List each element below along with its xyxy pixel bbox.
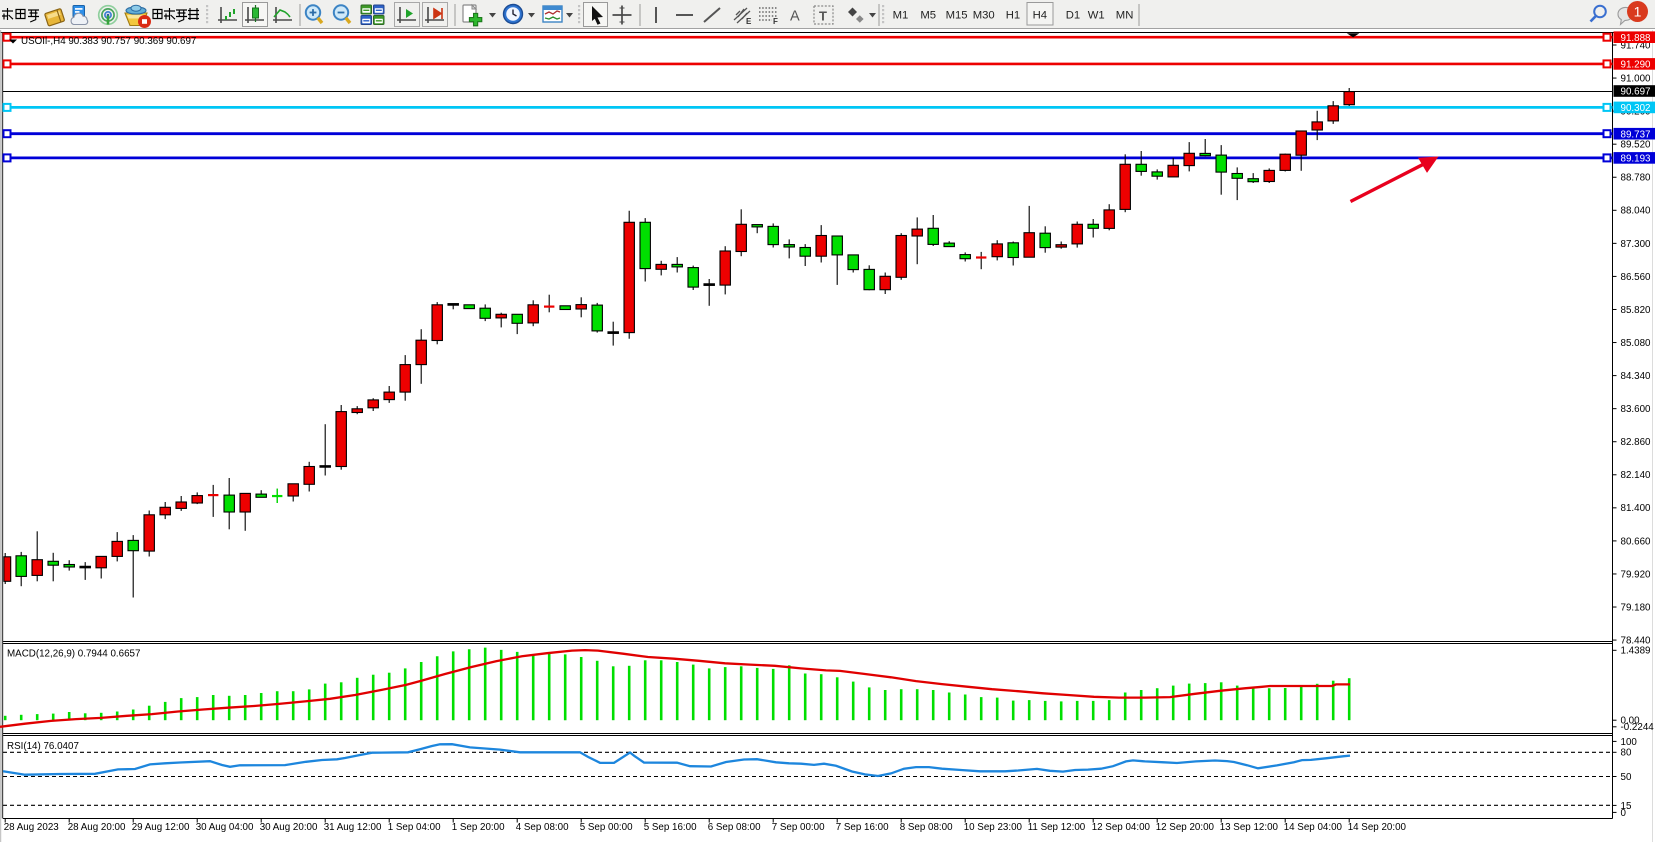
- svg-text:13 Sep 12:00: 13 Sep 12:00: [1220, 822, 1279, 833]
- svg-text:1 Sep 20:00: 1 Sep 20:00: [452, 822, 505, 833]
- svg-text:12 Sep 04:00: 12 Sep 04:00: [1092, 822, 1151, 833]
- svg-text:7 Sep 16:00: 7 Sep 16:00: [836, 822, 889, 833]
- svg-text:5 Sep 00:00: 5 Sep 00:00: [580, 822, 633, 833]
- svg-text:4 Sep 08:00: 4 Sep 08:00: [516, 822, 569, 833]
- svg-text:78.440: 78.440: [1621, 635, 1652, 646]
- svg-text:D1: D1: [1066, 10, 1080, 22]
- svg-text:M5: M5: [920, 10, 936, 22]
- svg-text:29 Aug 12:00: 29 Aug 12:00: [132, 822, 190, 833]
- svg-text:1.4389: 1.4389: [1621, 646, 1651, 657]
- svg-text:79.180: 79.180: [1621, 602, 1652, 613]
- svg-text:89.737: 89.737: [1621, 129, 1651, 140]
- svg-text:85.080: 85.080: [1621, 338, 1652, 349]
- svg-text:H1: H1: [1006, 10, 1020, 22]
- svg-text:MN: MN: [1116, 10, 1134, 22]
- svg-text:USOIl-,H4 90.383 90.757 90.36: USOIl-,H4 90.383 90.757 90.369 90.697: [21, 36, 196, 47]
- svg-text:30 Aug 04:00: 30 Aug 04:00: [196, 822, 254, 833]
- svg-text:12 Sep 20:00: 12 Sep 20:00: [1156, 822, 1215, 833]
- svg-text:A: A: [790, 9, 800, 25]
- svg-text:M30: M30: [973, 10, 995, 22]
- svg-text:87.300: 87.300: [1621, 239, 1652, 250]
- svg-text:RSI(14) 76.0407: RSI(14) 76.0407: [7, 741, 79, 752]
- svg-text:M1: M1: [893, 10, 909, 22]
- svg-text:31 Aug 12:00: 31 Aug 12:00: [324, 822, 382, 833]
- svg-text:90.697: 90.697: [1621, 87, 1651, 98]
- svg-text:86.560: 86.560: [1621, 272, 1652, 283]
- svg-text:28 Aug 20:00: 28 Aug 20:00: [68, 822, 126, 833]
- svg-text:79.920: 79.920: [1621, 569, 1652, 580]
- svg-text:28 Aug 2023: 28 Aug 2023: [4, 822, 60, 833]
- svg-text:14 Sep 20:00: 14 Sep 20:00: [1348, 822, 1407, 833]
- svg-text:100: 100: [1621, 737, 1638, 748]
- svg-text:6 Sep 08:00: 6 Sep 08:00: [708, 822, 761, 833]
- svg-text:0: 0: [1621, 808, 1627, 819]
- svg-text:14 Sep 04:00: 14 Sep 04:00: [1284, 822, 1343, 833]
- svg-text:91.000: 91.000: [1621, 73, 1652, 84]
- svg-text:91.290: 91.290: [1621, 60, 1652, 71]
- svg-text:83.600: 83.600: [1621, 404, 1652, 415]
- svg-text:89.193: 89.193: [1621, 154, 1652, 165]
- svg-text:91.740: 91.740: [1621, 40, 1652, 51]
- svg-text:H4: H4: [1033, 10, 1047, 22]
- svg-text:88.780: 88.780: [1621, 173, 1652, 184]
- svg-text:7 Sep 00:00: 7 Sep 00:00: [772, 822, 825, 833]
- svg-text:15: 15: [1621, 801, 1632, 812]
- svg-text:1 Sep 04:00: 1 Sep 04:00: [388, 822, 441, 833]
- svg-text:30 Aug 20:00: 30 Aug 20:00: [260, 822, 318, 833]
- svg-text:-0.2244: -0.2244: [1621, 722, 1655, 733]
- svg-text:8 Sep 08:00: 8 Sep 08:00: [900, 822, 953, 833]
- svg-text:T: T: [819, 9, 827, 24]
- svg-text:F: F: [773, 17, 778, 26]
- svg-text:M15: M15: [946, 10, 968, 22]
- svg-text:90.302: 90.302: [1621, 103, 1651, 114]
- svg-text:80.660: 80.660: [1621, 536, 1652, 547]
- svg-text:88.040: 88.040: [1621, 206, 1652, 217]
- svg-text:MACD(12,26,9) 0.7944 0.6657: MACD(12,26,9) 0.7944 0.6657: [7, 649, 140, 660]
- svg-text:82.860: 82.860: [1621, 437, 1652, 448]
- svg-text:10 Sep 23:00: 10 Sep 23:00: [964, 822, 1023, 833]
- svg-text:89.520: 89.520: [1621, 140, 1652, 151]
- svg-text:80: 80: [1621, 748, 1632, 759]
- svg-text:82.140: 82.140: [1621, 470, 1652, 481]
- svg-text:11 Sep 12:00: 11 Sep 12:00: [1028, 822, 1086, 833]
- svg-text:91.888: 91.888: [1621, 33, 1652, 44]
- svg-text:0.00: 0.00: [1621, 716, 1641, 727]
- svg-text:W1: W1: [1088, 10, 1105, 22]
- svg-text:84.340: 84.340: [1621, 371, 1652, 382]
- svg-text:1: 1: [1634, 4, 1642, 20]
- svg-text:E: E: [746, 17, 752, 26]
- svg-text:50: 50: [1621, 772, 1632, 783]
- svg-text:5 Sep 16:00: 5 Sep 16:00: [644, 822, 697, 833]
- svg-text:85.820: 85.820: [1621, 305, 1652, 316]
- svg-text:81.400: 81.400: [1621, 503, 1652, 514]
